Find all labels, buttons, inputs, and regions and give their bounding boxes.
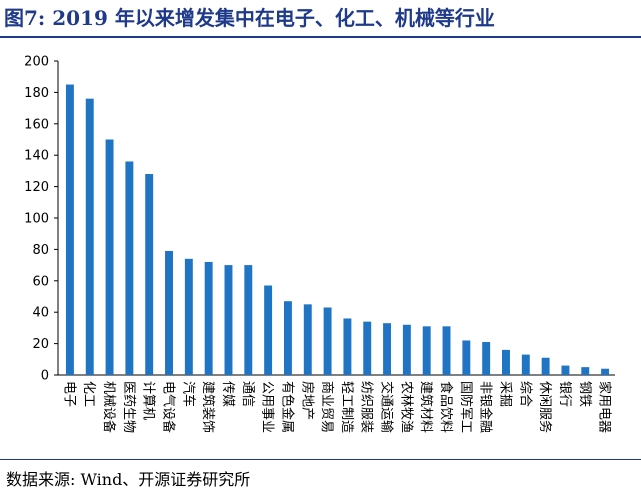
y-tick-label: 0: [41, 369, 49, 384]
category-label: 建筑材料: [418, 381, 434, 433]
bar: [224, 265, 233, 375]
category-label: 纺织服装: [359, 381, 374, 433]
category-label: 食品饮料: [438, 381, 454, 433]
category-label: 采掘: [497, 381, 512, 407]
category-label: 机械设备: [101, 381, 117, 433]
bar: [165, 250, 173, 375]
category-label: 综合: [517, 381, 532, 407]
y-tick-label: 140: [24, 149, 49, 164]
bar: [422, 326, 431, 375]
bar: [502, 349, 510, 375]
category-label: 医药生物: [121, 381, 136, 433]
bar: [521, 354, 530, 375]
y-tick-label: 60: [32, 274, 49, 289]
bar: [541, 357, 550, 375]
bar: [204, 261, 213, 375]
bar: [482, 342, 491, 375]
category-label: 电气设备: [161, 381, 177, 433]
category-label: 交通运输: [379, 381, 395, 433]
bar: [343, 318, 352, 375]
y-tick-label: 100: [24, 212, 49, 227]
bar: [601, 368, 610, 375]
bar: [323, 307, 332, 375]
category-label: 银行: [557, 381, 572, 407]
bar: [105, 139, 114, 375]
category-label: 轻工制造: [339, 381, 354, 433]
bar: [581, 367, 590, 375]
y-tick-label: 80: [32, 243, 49, 258]
category-label: 有色金属: [279, 381, 295, 433]
category-label: 商业贸易: [319, 381, 334, 433]
category-label: 电子: [61, 381, 76, 407]
bar: [383, 323, 392, 375]
category-label: 休闲服务: [537, 381, 553, 433]
category-label: 公用事业: [260, 381, 275, 433]
footer-divider: [0, 459, 641, 460]
category-label: 传媒: [220, 381, 235, 407]
category-label: 家用电器: [597, 381, 613, 433]
bar: [125, 161, 134, 375]
y-axis: 0 20 40 60 80 100 120 140 160 180 200: [24, 55, 615, 384]
bar: [264, 285, 273, 375]
y-tick-label: 180: [24, 86, 49, 101]
y-tick-label: 40: [32, 306, 49, 321]
category-label: 建筑装饰: [200, 381, 216, 433]
y-tick-label: 160: [24, 117, 49, 132]
bar: [244, 265, 253, 375]
category-label: 非银金融: [478, 381, 494, 433]
category-label: 通信: [240, 381, 255, 407]
page-title: 图7: 2019 年以来增发集中在电子、化工、机械等行业: [4, 6, 495, 30]
bar: [145, 174, 154, 375]
bar: [303, 304, 312, 375]
category-label: 钢铁: [577, 381, 592, 407]
bar-chart: 0 20 40 60 80 100 120 140 160 180 200 电子 化工 机械设备 医药生物…: [24, 55, 615, 433]
bar: [462, 340, 471, 375]
bar: [283, 301, 292, 375]
bar: [85, 98, 94, 376]
category-label: 汽车: [180, 381, 196, 407]
bar: [442, 326, 451, 375]
y-tick-label: 200: [24, 55, 49, 70]
bar: [402, 324, 411, 375]
category-label: 国防军工: [458, 381, 474, 433]
title-divider: [0, 36, 641, 38]
category-label: 化工: [81, 381, 96, 407]
category-label: 房地产: [299, 381, 315, 420]
category-label: 计算机: [141, 381, 156, 420]
bar: [184, 258, 193, 375]
y-tick-label: 20: [32, 337, 49, 352]
category-label: 农林牧渔: [398, 381, 413, 433]
bar: [65, 84, 74, 376]
y-tick-label: 120: [24, 180, 49, 195]
bar: [363, 321, 372, 375]
bar-series: [65, 84, 610, 376]
category-labels: 电子 化工 机械设备 医药生物 计算机 电气设备 汽车 建筑装饰 传媒 通信 公用事业 有色金属 房地产…: [61, 381, 612, 433]
bar: [561, 365, 570, 375]
source-note: 数据来源: Wind、开源证券研究所: [6, 470, 251, 489]
